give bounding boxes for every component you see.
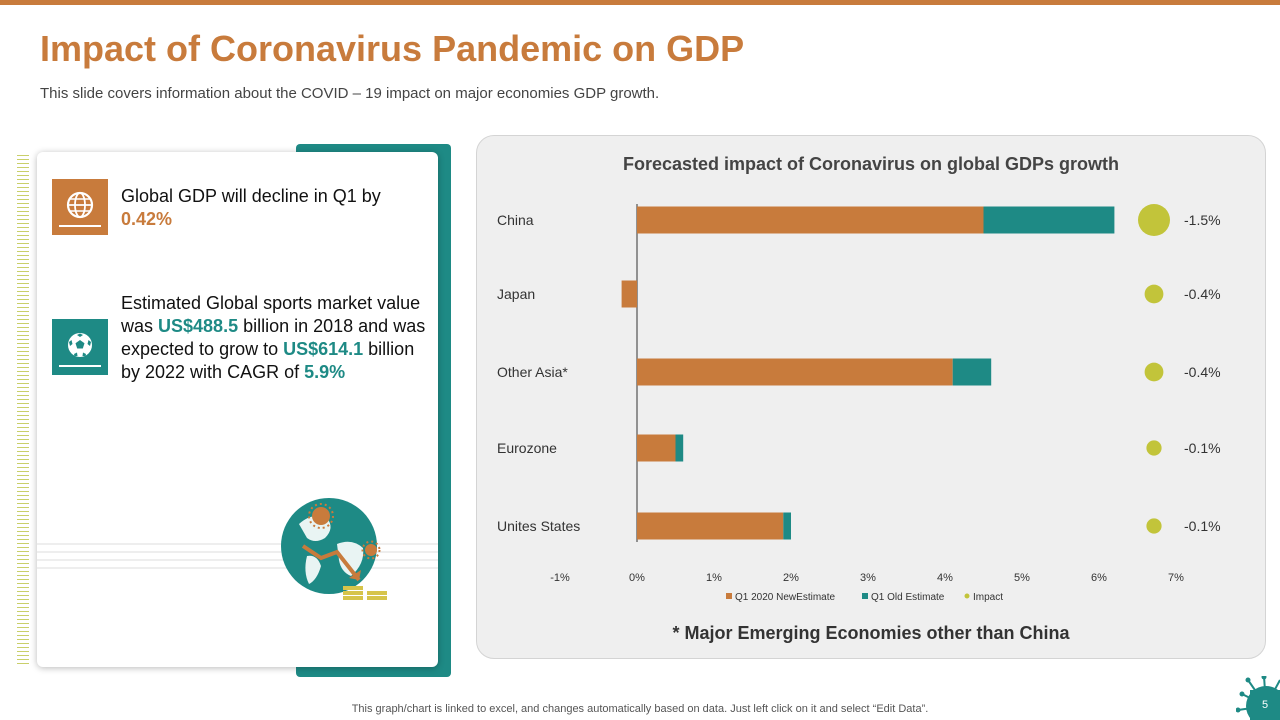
- impact-bubble: [1138, 204, 1170, 236]
- sports-market-cagr: 5.9%: [304, 362, 346, 382]
- chart-title: Forecasted impact of Coronavirus on glob…: [622, 154, 1120, 174]
- globe-icon: [52, 179, 108, 235]
- new-estimate-bar: [637, 512, 784, 540]
- gdp-decline-label: Global GDP will decline in Q1 by: [121, 186, 381, 206]
- page-number: 5: [1250, 690, 1280, 720]
- impact-bubble: [1144, 362, 1164, 382]
- info-card: Global GDP will decline in Q1 by 0.42% E…: [37, 152, 438, 667]
- page-title: Impact of Coronavirus Pandemic on GDP: [40, 28, 745, 69]
- x-tick-label: 4%: [937, 572, 953, 584]
- sports-market-text-a: Estimated Global sports market value was: [121, 293, 421, 336]
- x-tick-label: 3%: [860, 572, 876, 584]
- chart-panel[interactable]: Forecasted impact of Coronavirus on glob…: [476, 135, 1266, 659]
- bar-chart[interactable]: China -1.5% Japan -0.4% Other Asia* -0.4% Euro…: [477, 136, 1265, 658]
- sports-market-value-2018: US$488.5: [158, 316, 239, 336]
- new-estimate-bar: [637, 358, 953, 386]
- globe-virus-illustration: [281, 498, 387, 600]
- category-label: Unites States: [497, 518, 580, 534]
- soccer-ball-icon: [52, 319, 108, 375]
- old-estimate-bar: [983, 206, 1115, 234]
- new-estimate-bar: [637, 206, 984, 234]
- impact-label: -1.5%: [1184, 212, 1221, 228]
- x-tick-label: 5%: [1014, 572, 1030, 584]
- x-tick-label: 7%: [1168, 572, 1184, 584]
- impact-bubble: [1144, 284, 1164, 304]
- impact-bubble: [1146, 518, 1162, 534]
- impact-label: -0.1%: [1184, 518, 1221, 534]
- new-estimate-bar: [637, 434, 676, 462]
- category-label: Eurozone: [497, 440, 557, 456]
- legend-marker: [862, 593, 868, 599]
- chart-footnote: * Major Emerging Economies other than Ch…: [672, 623, 1070, 643]
- gdp-decline-text: Global GDP will decline in Q1 by 0.42%: [121, 185, 436, 231]
- category-label: Other Asia*: [497, 364, 568, 380]
- category-label: Japan: [497, 286, 535, 302]
- footer-note: This graph/chart is linked to excel, and…: [351, 703, 929, 715]
- new-estimate-bar: [621, 280, 637, 308]
- legend-label: Q1 Old Estimate: [871, 592, 945, 603]
- x-tick-label: 1%: [706, 572, 722, 584]
- impact-label: -0.1%: [1184, 440, 1221, 456]
- x-tick-label: 6%: [1091, 572, 1107, 584]
- page-subtitle: This slide covers information about the …: [40, 85, 660, 102]
- x-tick-label: 2%: [783, 572, 799, 584]
- legend-label: Q1 2020 NewEstimate: [735, 592, 835, 603]
- sports-market-text-c: billion by 2022 with CAGR of: [121, 339, 415, 382]
- x-tick-label: 0%: [629, 572, 645, 584]
- legend-marker: [726, 593, 732, 599]
- decorative-stripes: [17, 155, 29, 665]
- sports-market-value-2022: US$614.1: [283, 339, 364, 359]
- gdp-decline-value: 0.42%: [121, 209, 173, 229]
- legend-marker: [964, 593, 970, 599]
- impact-label: -0.4%: [1184, 364, 1221, 380]
- old-estimate-bar: [675, 434, 684, 462]
- old-estimate-bar: [783, 512, 791, 540]
- sports-market-text: Estimated Global sports market value was…: [121, 292, 436, 384]
- impact-label: -0.4%: [1184, 286, 1221, 302]
- old-estimate-bar: [952, 358, 992, 386]
- category-label: China: [497, 212, 534, 228]
- top-accent-bar: [0, 0, 1280, 5]
- impact-bubble: [1146, 440, 1162, 456]
- legend-label: Impact: [973, 592, 1003, 603]
- x-tick-label: -1%: [550, 572, 570, 584]
- sports-market-text-b: billion in 2018 and was expected to grow…: [121, 316, 426, 359]
